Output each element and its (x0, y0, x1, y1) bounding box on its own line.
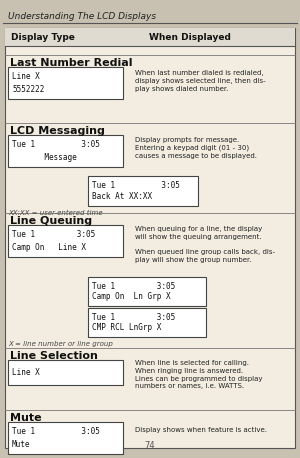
Text: Mute: Mute (12, 440, 31, 449)
Bar (5, 28, 295, 46)
Text: Camp On  Ln Grp X: Camp On Ln Grp X (92, 292, 171, 301)
Text: Mute: Mute (10, 413, 42, 423)
Text: Camp On   Line X: Camp On Line X (12, 243, 86, 252)
Text: Line X: Line X (12, 72, 40, 81)
Text: 74: 74 (145, 441, 155, 450)
Text: Tue 1          3:05: Tue 1 3:05 (92, 181, 180, 190)
Bar (8, 360, 123, 385)
Text: Tue 1         3:05: Tue 1 3:05 (12, 230, 95, 239)
Text: LCD Messaging: LCD Messaging (10, 126, 105, 136)
Text: Display Type: Display Type (11, 33, 75, 42)
Text: X = line number or line group: X = line number or line group (8, 341, 113, 347)
Text: XX:XX = user-entered time: XX:XX = user-entered time (8, 210, 103, 216)
Text: When last number dialed is redialed,
display shows selected line, then dis-
play: When last number dialed is redialed, dis… (135, 70, 266, 92)
Text: Last Number Redial: Last Number Redial (10, 58, 133, 68)
Text: 5552222: 5552222 (12, 85, 44, 94)
Bar (8, 422, 123, 454)
Bar (8, 135, 123, 167)
Text: Message: Message (12, 153, 77, 162)
Text: Line Queuing: Line Queuing (10, 216, 92, 226)
Text: Display prompts for message.
Entering a keypad digit (01 - 30)
causes a message : Display prompts for message. Entering a … (135, 137, 257, 159)
Bar (8, 67, 123, 99)
Bar (88, 277, 206, 306)
Text: Display shows when feature is active.: Display shows when feature is active. (135, 427, 267, 433)
Text: Line X: Line X (12, 368, 40, 377)
Text: Tue 1         3:05: Tue 1 3:05 (92, 313, 175, 322)
Text: Line Selection: Line Selection (10, 351, 98, 361)
Text: When queuing for a line, the display
will show the queuing arrangement.

When qu: When queuing for a line, the display wil… (135, 226, 275, 263)
Text: When Displayed: When Displayed (149, 33, 231, 42)
Text: CMP RCL LnGrp X: CMP RCL LnGrp X (92, 323, 161, 332)
Text: Understanding The LCD Displays: Understanding The LCD Displays (8, 12, 156, 21)
Text: Tue 1         3:05: Tue 1 3:05 (92, 282, 175, 291)
Text: Back At XX:XX: Back At XX:XX (92, 192, 152, 201)
Text: When line is selected for calling.
When ringing line is answered.
Lines can be p: When line is selected for calling. When … (135, 360, 262, 389)
Text: Tue 1          3:05: Tue 1 3:05 (12, 140, 100, 149)
Text: Tue 1          3:05: Tue 1 3:05 (12, 427, 100, 436)
Bar (88, 308, 206, 337)
Bar (8, 225, 123, 257)
Bar (88, 176, 198, 206)
